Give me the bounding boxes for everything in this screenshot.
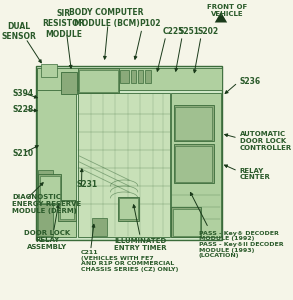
Text: S394: S394 — [12, 88, 33, 98]
Bar — [37, 69, 76, 237]
Text: S202: S202 — [197, 27, 219, 36]
Bar — [145, 70, 151, 83]
Bar — [118, 196, 139, 220]
Text: ILLUMINATED
ENTRY TIMER: ILLUMINATED ENTRY TIMER — [114, 238, 167, 251]
Text: S231: S231 — [77, 180, 98, 189]
Bar — [61, 72, 77, 94]
Text: S228: S228 — [12, 105, 34, 114]
Text: AUTOMATIC
DOOR LOCK
CONTROLLER: AUTOMATIC DOOR LOCK CONTROLLER — [240, 131, 292, 151]
Bar — [175, 146, 212, 182]
Text: C225: C225 — [163, 27, 184, 36]
Bar — [37, 68, 222, 90]
Text: C211
(VEHICLES WITH FE7
AND R1P OR COMMERCIAL
CHASSIS SERIES (CZ) ONLY): C211 (VEHICLES WITH FE7 AND R1P OR COMME… — [81, 250, 178, 272]
Text: S236: S236 — [240, 76, 261, 85]
Bar — [79, 70, 118, 92]
Bar — [119, 198, 138, 219]
Text: P102: P102 — [139, 20, 161, 28]
Text: PASS - Key® DECODER
MODULE (1992)
PASS - Key®II DECODER
MODULE (1993)
(LOCATION): PASS - Key® DECODER MODULE (1992) PASS -… — [199, 231, 283, 258]
Bar — [40, 176, 59, 203]
Bar — [41, 64, 57, 76]
Bar — [175, 106, 212, 140]
Text: FRONT OF
VEHICLE: FRONT OF VEHICLE — [207, 4, 247, 17]
Text: DIAGNOSTIC
ENERGY RESERVE
MODULE (DERM): DIAGNOSTIC ENERGY RESERVE MODULE (DERM) — [12, 194, 82, 214]
Bar — [120, 70, 129, 83]
Text: RELAY
CENTER: RELAY CENTER — [240, 168, 270, 180]
Bar — [173, 208, 200, 236]
Bar — [78, 68, 119, 93]
Bar — [92, 218, 107, 236]
Text: DUAL
SENSOR: DUAL SENSOR — [1, 22, 36, 41]
Text: BODY COMPUTER
MODULE (BCM): BODY COMPUTER MODULE (BCM) — [69, 8, 144, 28]
Text: S210: S210 — [12, 148, 33, 158]
Text: SIR
RESISTOR
MODULE: SIR RESISTOR MODULE — [42, 9, 85, 38]
Bar — [138, 70, 143, 83]
Bar — [58, 200, 76, 220]
Polygon shape — [215, 12, 227, 22]
Bar — [36, 66, 222, 240]
Bar — [38, 169, 53, 236]
Bar — [171, 207, 201, 237]
Bar — [59, 201, 74, 219]
Bar — [174, 105, 214, 141]
Bar — [171, 93, 221, 237]
Bar — [78, 93, 170, 237]
Bar — [174, 144, 214, 183]
Bar — [38, 174, 61, 204]
Text: DOOR LOCK
RELAY
ASSEMBLY: DOOR LOCK RELAY ASSEMBLY — [24, 230, 70, 250]
Bar — [131, 70, 136, 83]
Text: S251: S251 — [179, 27, 200, 36]
